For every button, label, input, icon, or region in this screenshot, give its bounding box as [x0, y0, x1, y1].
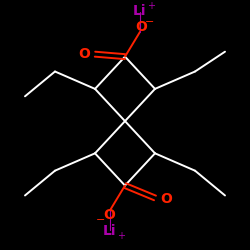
Text: O: O	[160, 192, 172, 206]
Text: O: O	[78, 47, 90, 61]
Text: +: +	[117, 231, 125, 241]
Text: +: +	[147, 1, 155, 11]
Text: Li: Li	[133, 4, 147, 18]
Text: −: −	[145, 18, 154, 28]
Text: Li: Li	[103, 224, 117, 238]
Text: O: O	[103, 208, 115, 222]
Text: −: −	[96, 215, 105, 225]
Text: O: O	[135, 20, 147, 34]
